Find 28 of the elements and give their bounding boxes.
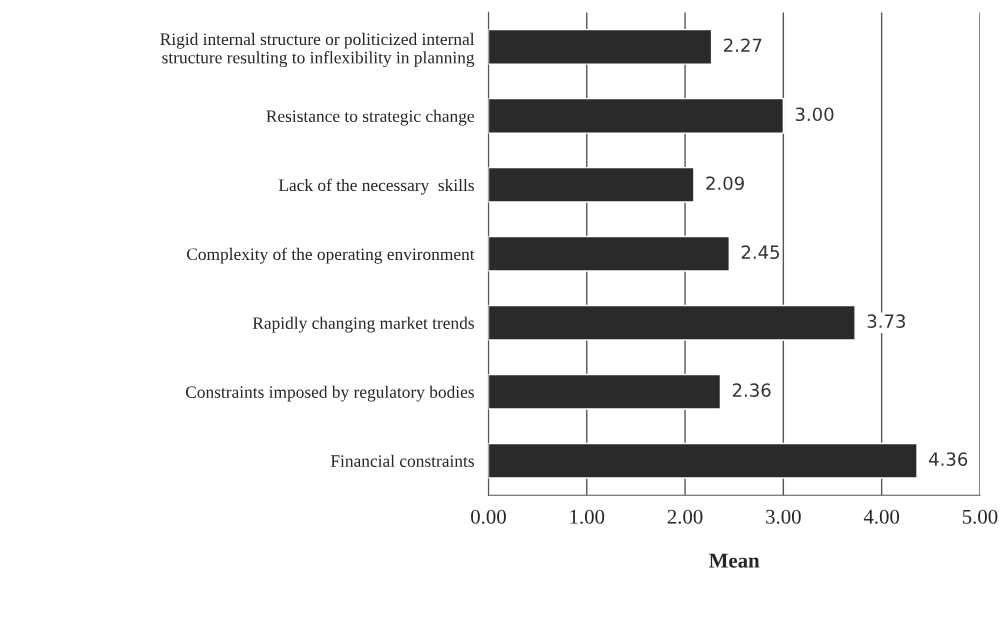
x-tick-label: 0.00 — [471, 509, 506, 524]
data-label: 2.27 — [724, 38, 762, 52]
x-axis-title: Mean — [709, 553, 760, 568]
y-tick-label: Complexity of the operating environment — [186, 247, 475, 264]
bar — [488, 28, 713, 65]
bar — [488, 373, 722, 410]
x-tick-label: 1.00 — [570, 509, 605, 524]
data-label: 2.09 — [706, 176, 744, 191]
bar — [488, 97, 785, 134]
data-label: 4.36 — [929, 452, 968, 466]
data-label: 2.36 — [732, 383, 771, 397]
x-tick-label: 3.00 — [766, 509, 801, 524]
y-tick-label: Resistance to strategic change — [266, 109, 474, 126]
bar — [488, 442, 918, 479]
x-tick-label: 2.00 — [667, 509, 703, 524]
y-tick-label: Rapidly changing market trends — [252, 316, 474, 333]
y-tick-label: Rigid internal structure or politicized internal structure resulting to inflexibility in planning — [160, 32, 475, 68]
data-label: 3.00 — [795, 107, 834, 122]
y-tick-label: Financial constraints — [330, 454, 474, 467]
bar — [488, 235, 730, 272]
data-label: 3.73 — [867, 314, 905, 328]
y-tick-label: Constraints imposed by regulatory bodies — [185, 385, 474, 402]
y-tick-label: Lack of the necessary skills — [278, 178, 474, 195]
bar — [488, 166, 695, 203]
bar — [488, 304, 856, 341]
x-tick-label: 5.00 — [962, 509, 998, 524]
data-label: 2.45 — [741, 245, 780, 260]
x-tick-label: 4.00 — [863, 509, 900, 524]
